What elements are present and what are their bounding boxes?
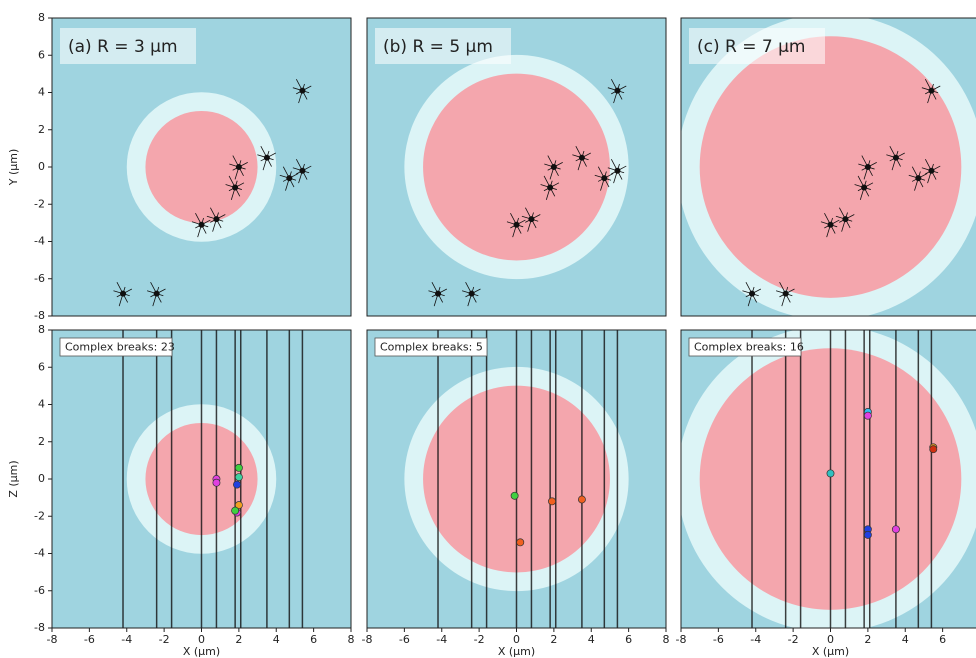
figure: (a) R = 3 μm -8 -6 -4 -2 0 2 4 6 8 Y (μm) (b) R = 5…	[0, 0, 976, 658]
x-tick-label: -8	[676, 633, 687, 646]
y-tick-label: -2	[34, 509, 45, 522]
y-axis-label: Z (μm)	[7, 460, 20, 497]
break-point	[827, 470, 834, 477]
panel: Complex breaks: 23	[52, 330, 351, 628]
break-point	[233, 481, 240, 488]
x-tick-label: 4	[588, 633, 595, 646]
x-tick-label: 2	[864, 633, 871, 646]
break-point	[578, 496, 585, 503]
y-tick-label: 8	[38, 11, 45, 24]
x-tick-label: -6	[713, 633, 724, 646]
panel-label: (c) R = 7 μm	[697, 37, 805, 57]
panel-label: (b) R = 5 μm	[383, 37, 493, 57]
panel: (a) R = 3 μm	[52, 18, 351, 316]
break-point	[213, 479, 220, 486]
x-tick-label: -6	[84, 633, 95, 646]
annotation: Complex breaks: 16	[694, 341, 804, 354]
panel: (b) R = 5 μm	[367, 18, 666, 316]
y-tick-label: -6	[34, 272, 45, 285]
x-tick-label: -2	[474, 633, 485, 646]
x-axis-label: X (μm)	[183, 645, 220, 658]
y-tick-label: 2	[38, 123, 45, 136]
break-point	[892, 526, 899, 533]
break-point	[517, 539, 524, 546]
y-tick-label: 4	[38, 86, 45, 99]
x-tick-label: 2	[235, 633, 242, 646]
x-tick-label: 8	[348, 633, 355, 646]
x-tick-label: 6	[625, 633, 632, 646]
x-tick-label: 6	[310, 633, 317, 646]
panel: (c) R = 7 μm	[677, 14, 976, 320]
y-tick-label: 8	[38, 323, 45, 336]
x-tick-label: -2	[788, 633, 799, 646]
y-tick-label: 4	[38, 398, 45, 411]
panel-label: (a) R = 3 μm	[68, 37, 178, 57]
break-point	[235, 464, 242, 471]
y-tick-label: 6	[38, 48, 45, 61]
y-tick-label: 6	[38, 360, 45, 373]
x-tick-label: -4	[436, 633, 447, 646]
x-tick-label: -8	[362, 633, 373, 646]
y-tick-label: -4	[34, 235, 45, 248]
x-tick-label: -4	[750, 633, 761, 646]
break-point	[864, 531, 871, 538]
break-point	[511, 492, 518, 499]
x-tick-label: -2	[159, 633, 170, 646]
annotation: Complex breaks: 23	[65, 341, 175, 354]
y-tick-label: 2	[38, 435, 45, 448]
break-point	[235, 474, 242, 481]
y-tick-label: -8	[34, 309, 45, 322]
y-tick-label: 0	[38, 160, 45, 173]
panel: Complex breaks: 16	[677, 326, 976, 632]
y-tick-label: -2	[34, 197, 45, 210]
annotation: Complex breaks: 5	[380, 341, 483, 354]
x-tick-label: 8	[663, 633, 670, 646]
x-axis-label: X (μm)	[498, 645, 535, 658]
x-axis-label: X (μm)	[812, 645, 849, 658]
y-tick-label: -8	[34, 621, 45, 634]
y-tick-label: -6	[34, 584, 45, 597]
x-tick-label: -8	[47, 633, 58, 646]
break-point	[930, 446, 937, 453]
x-tick-label: 4	[902, 633, 909, 646]
y-tick-label: -4	[34, 547, 45, 560]
core	[700, 36, 962, 298]
panel: Complex breaks: 5	[367, 330, 666, 628]
x-tick-label: 4	[273, 633, 280, 646]
break-point	[548, 498, 555, 505]
y-axis-label: Y (μm)	[7, 149, 20, 187]
x-tick-label: -4	[121, 633, 132, 646]
break-point	[864, 412, 871, 419]
x-tick-label: 2	[550, 633, 557, 646]
y-tick-label: 0	[38, 472, 45, 485]
break-point	[232, 507, 239, 514]
x-tick-label: -6	[399, 633, 410, 646]
x-tick-label: 6	[939, 633, 946, 646]
core	[423, 74, 610, 261]
